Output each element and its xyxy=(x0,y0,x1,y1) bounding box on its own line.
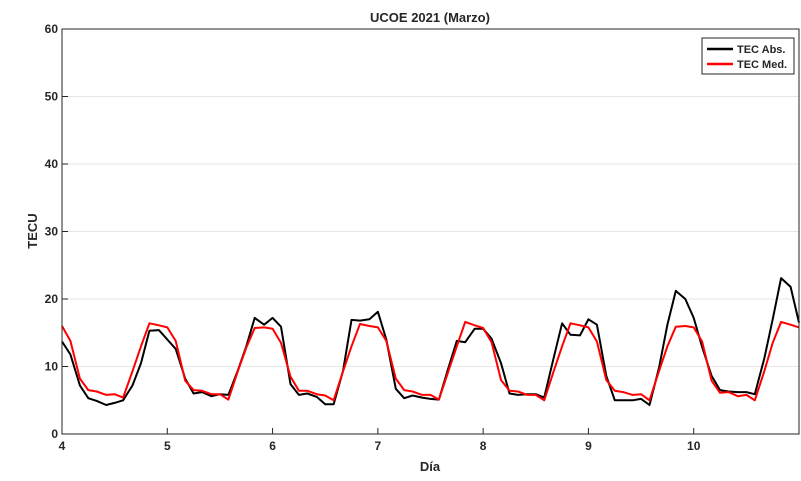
x-axis-label: Día xyxy=(420,459,441,474)
legend-box xyxy=(701,37,795,75)
x-tick-label: 5 xyxy=(164,439,171,453)
y-axis-label: TECU xyxy=(25,213,40,248)
legend: TEC Abs. TEC Med. xyxy=(701,37,795,75)
series-line-tec-med xyxy=(61,320,800,402)
y-tick-label: 30 xyxy=(45,225,59,239)
grid-layer xyxy=(62,96,799,367)
y-tick-label: 40 xyxy=(45,157,59,171)
legend-label-tec-med: TEC Med. xyxy=(737,59,787,71)
x-tick-label: 9 xyxy=(585,439,592,453)
y-tick-label: 10 xyxy=(45,360,59,374)
series-layer xyxy=(61,277,800,406)
chart-title: UCOE 2021 (Marzo) xyxy=(370,10,490,25)
x-tick-label: 4 xyxy=(59,439,66,453)
y-tick-label: 20 xyxy=(45,292,59,306)
tick-layer: 0 10 20 30 40 50 60 4 5 6 7 8 9 10 xyxy=(45,22,701,453)
legend-label-tec-abs: TEC Abs. xyxy=(737,44,786,56)
x-tick-label: 7 xyxy=(375,439,382,453)
y-tick-label: 0 xyxy=(51,427,58,441)
x-tick-label: 6 xyxy=(269,439,276,453)
x-tick-label: 8 xyxy=(480,439,487,453)
x-tick-label: 10 xyxy=(687,439,701,453)
y-tick-label: 60 xyxy=(45,22,59,36)
y-tick-label: 50 xyxy=(45,90,59,104)
